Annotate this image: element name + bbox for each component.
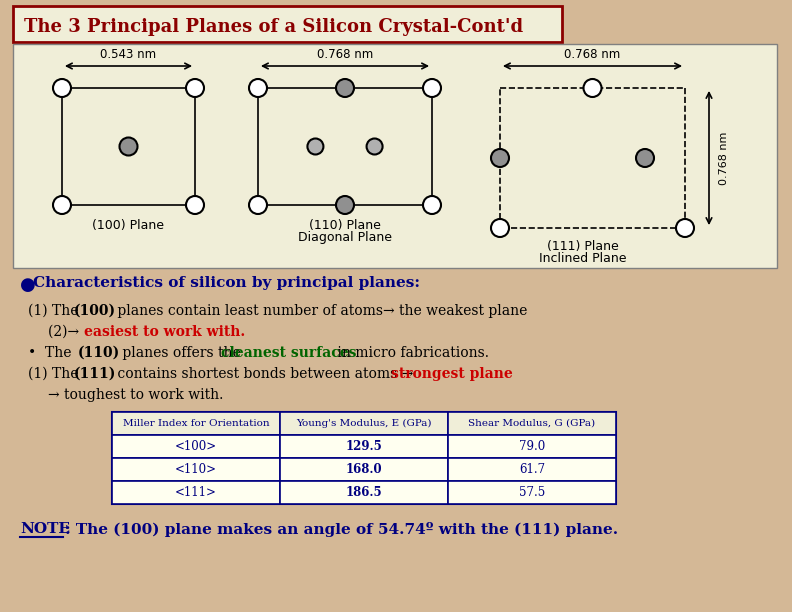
Text: Diagonal Plane: Diagonal Plane (298, 231, 392, 244)
Circle shape (636, 149, 654, 167)
Bar (448, 412, 616, 435)
Text: The 3 Principal Planes of a Silicon Crystal-Cont'd: The 3 Principal Planes of a Silicon Crys… (24, 18, 524, 36)
Circle shape (367, 138, 383, 154)
Bar (280, 458, 448, 481)
Circle shape (676, 219, 694, 237)
Text: Inclined Plane: Inclined Plane (539, 252, 626, 265)
Text: 129.5: 129.5 (345, 440, 383, 453)
Bar (448, 481, 616, 504)
Circle shape (307, 138, 323, 154)
Text: •  The: • The (28, 346, 76, 360)
Text: (2)→: (2)→ (48, 325, 83, 339)
Text: 61.7: 61.7 (519, 463, 545, 476)
Bar (112, 458, 280, 481)
Bar (112, 481, 280, 504)
Text: ●: ● (20, 276, 36, 294)
Text: (110): (110) (78, 346, 120, 360)
Text: Miller Index for Orientation: Miller Index for Orientation (123, 419, 269, 428)
FancyBboxPatch shape (13, 44, 777, 268)
Circle shape (336, 196, 354, 214)
Text: Shear Modulus, G (GPa): Shear Modulus, G (GPa) (468, 419, 596, 428)
Text: 0.768 nm: 0.768 nm (317, 48, 373, 61)
Bar (112, 412, 616, 504)
Circle shape (491, 149, 509, 167)
Circle shape (423, 196, 441, 214)
Text: (1) The: (1) The (28, 367, 83, 381)
Circle shape (186, 79, 204, 97)
Circle shape (584, 79, 601, 97)
Circle shape (423, 79, 441, 97)
Text: (100) Plane: (100) Plane (93, 219, 165, 232)
Text: (111): (111) (74, 367, 116, 381)
Bar (448, 435, 616, 458)
Circle shape (53, 196, 71, 214)
Text: 0.543 nm: 0.543 nm (101, 48, 157, 61)
Text: 0.768 nm: 0.768 nm (565, 48, 621, 61)
Circle shape (249, 79, 267, 97)
Circle shape (336, 79, 354, 97)
Bar (112, 435, 280, 458)
Circle shape (491, 219, 509, 237)
Text: 0.768 nm: 0.768 nm (719, 132, 729, 185)
Bar (280, 435, 448, 458)
Text: <111>: <111> (175, 486, 217, 499)
Text: NOTE: NOTE (20, 522, 70, 536)
Text: contains shortest bonds between atoms →: contains shortest bonds between atoms → (113, 367, 417, 381)
Bar (112, 412, 280, 435)
Text: (111) Plane: (111) Plane (546, 240, 619, 253)
Text: Young's Modulus, E (GPa): Young's Modulus, E (GPa) (296, 419, 432, 428)
Text: : The (100) plane makes an angle of 54.74º with the (111) plane.: : The (100) plane makes an angle of 54.7… (65, 522, 618, 537)
Text: strongest plane: strongest plane (391, 367, 512, 381)
Text: planes offers the: planes offers the (118, 346, 246, 360)
Text: (100): (100) (74, 304, 116, 318)
Text: easiest to work with.: easiest to work with. (84, 325, 246, 339)
Text: cleanest surfaces: cleanest surfaces (221, 346, 356, 360)
Text: planes contain least number of atoms→ the weakest plane: planes contain least number of atoms→ th… (113, 304, 527, 318)
Circle shape (53, 79, 71, 97)
Text: (110) Plane: (110) Plane (309, 219, 381, 232)
Text: 57.5: 57.5 (519, 486, 545, 499)
Circle shape (249, 196, 267, 214)
Text: → toughest to work with.: → toughest to work with. (48, 388, 223, 402)
Bar (448, 458, 616, 481)
Bar (280, 412, 448, 435)
Text: in micro fabrications.: in micro fabrications. (333, 346, 489, 360)
Text: (1) The: (1) The (28, 304, 83, 318)
Circle shape (186, 196, 204, 214)
Text: <100>: <100> (175, 440, 217, 453)
Text: 186.5: 186.5 (345, 486, 383, 499)
Circle shape (120, 138, 138, 155)
Text: 168.0: 168.0 (345, 463, 383, 476)
Text: <110>: <110> (175, 463, 217, 476)
Text: 79.0: 79.0 (519, 440, 545, 453)
FancyBboxPatch shape (13, 6, 562, 42)
Bar (280, 481, 448, 504)
Text: Characteristics of silicon by principal planes:: Characteristics of silicon by principal … (33, 276, 420, 290)
